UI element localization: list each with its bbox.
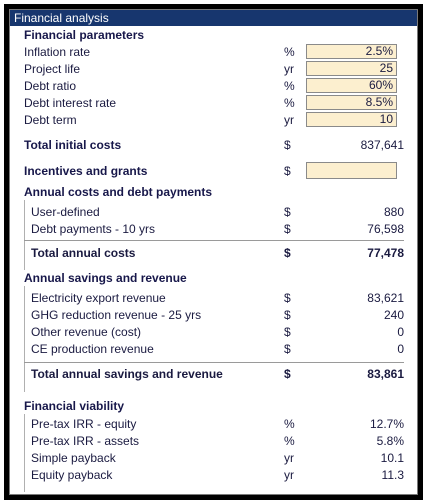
viability-value: 5.8% [376,434,404,448]
revenue-unit: $ [284,291,291,305]
divider [24,240,404,241]
viability-unit: % [284,417,295,431]
cost-row-user-defined: User-defined $ 880 [10,204,417,220]
revenue-row-electricity: Electricity export revenue $ 83,621 [10,290,417,306]
total-annual-costs-label: Total annual costs [31,246,136,260]
window-frame: Financial analysis Financial parameters … [4,4,423,500]
section-bracket [24,414,25,492]
viability-value: 10.1 [380,451,404,465]
viability-label: Equity payback [31,468,113,482]
window-title: Financial analysis [10,10,417,26]
cost-unit: $ [284,222,291,236]
section-heading-annual-savings: Annual savings and revenue [10,270,417,286]
viability-unit: yr [284,451,294,465]
param-row-debt-term: Debt term yr 10 [10,112,417,128]
viability-unit: yr [284,468,294,482]
revenue-value: 0 [397,342,404,356]
param-unit: % [284,45,295,59]
param-label: Debt ratio [24,79,77,93]
incentives-grants-input[interactable] [306,162,397,179]
revenue-row-other: Other revenue (cost) $ 0 [10,324,417,340]
incentives-label: Incentives and grants [24,164,148,178]
viability-value: 11.3 [381,468,404,482]
financial-analysis-panel: Financial analysis Financial parameters … [9,9,418,495]
project-life-input[interactable]: 25 [306,61,397,76]
total-annual-costs-row: Total annual costs $ 77,478 [10,245,417,261]
total-initial-costs-value: 837,641 [360,138,404,152]
viability-value: 12.7% [369,417,404,431]
param-label: Debt interest rate [24,96,117,110]
revenue-row-ghg: GHG reduction revenue - 25 yrs $ 240 [10,307,417,323]
param-label: Debt term [24,113,77,127]
section-heading-label: Financial parameters [24,28,145,42]
debt-interest-rate-input[interactable]: 8.5% [306,95,397,110]
revenue-label: Electricity export revenue [31,291,166,305]
cost-value: 76,598 [367,222,404,236]
viability-row-simple-payback: Simple payback yr 10.1 [10,450,417,466]
section-heading-label: Financial viability [24,399,125,413]
divider [24,362,404,363]
section-heading-financial-parameters: Financial parameters [10,27,417,43]
total-initial-costs-row: Total initial costs $ 837,641 [10,137,417,153]
viability-row-irr-equity: Pre-tax IRR - equity % 12.7% [10,416,417,432]
debt-ratio-input[interactable]: 60% [306,78,397,93]
total-savings-label: Total annual savings and revenue [31,367,223,381]
debt-term-input[interactable]: 10 [306,112,397,127]
param-label: Project life [24,62,81,76]
param-row-debt-ratio: Debt ratio % 60% [10,78,417,94]
cost-value: 880 [383,205,404,219]
section-heading-label: Annual savings and revenue [24,271,187,285]
param-unit: yr [284,113,294,127]
section-heading-annual-costs: Annual costs and debt payments [10,184,417,200]
incentives-row: Incentives and grants $ [10,162,417,179]
revenue-row-ce: CE production revenue $ 0 [10,341,417,357]
param-unit: % [284,96,295,110]
inflation-rate-input[interactable]: 2.5% [306,44,397,59]
section-bracket [24,200,25,270]
total-savings-row: Total annual savings and revenue $ 83,86… [10,366,417,382]
total-savings-value: 83,861 [367,367,404,381]
viability-label: Pre-tax IRR - assets [31,434,140,448]
section-heading-label: Annual costs and debt payments [24,185,213,199]
total-initial-costs-unit: $ [284,138,291,152]
total-annual-costs-value: 77,478 [367,246,404,260]
total-savings-unit: $ [284,367,291,381]
revenue-value: 240 [383,308,404,322]
total-annual-costs-unit: $ [284,246,291,260]
cost-label: User-defined [31,205,100,219]
param-label: Inflation rate [24,45,91,59]
section-bracket [24,286,25,392]
cost-label: Debt payments - 10 yrs [31,222,156,236]
revenue-label: GHG reduction revenue - 25 yrs [31,308,202,322]
cost-unit: $ [284,205,291,219]
param-unit: % [284,79,295,93]
total-initial-costs-label: Total initial costs [24,138,122,152]
viability-unit: % [284,434,295,448]
section-heading-financial-viability: Financial viability [10,398,417,414]
revenue-label: CE production revenue [31,342,154,356]
param-row-inflation: Inflation rate % 2.5% [10,44,417,60]
viability-row-irr-assets: Pre-tax IRR - assets % 5.8% [10,433,417,449]
revenue-label: Other revenue (cost) [31,325,142,339]
incentives-unit: $ [284,164,291,178]
param-unit: yr [284,62,294,76]
revenue-value: 0 [397,325,404,339]
revenue-unit: $ [284,325,291,339]
revenue-unit: $ [284,342,291,356]
param-row-debt-interest: Debt interest rate % 8.5% [10,95,417,111]
revenue-unit: $ [284,308,291,322]
cost-row-debt-payments: Debt payments - 10 yrs $ 76,598 [10,221,417,237]
revenue-value: 83,621 [367,291,404,305]
viability-label: Simple payback [31,451,116,465]
param-row-project-life: Project life yr 25 [10,61,417,77]
viability-row-equity-payback: Equity payback yr 11.3 [10,467,417,483]
viability-label: Pre-tax IRR - equity [31,417,137,431]
